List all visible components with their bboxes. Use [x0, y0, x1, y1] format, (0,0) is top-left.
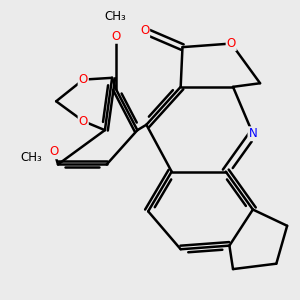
Text: O: O: [226, 37, 236, 50]
Text: O: O: [79, 115, 88, 128]
Text: CH₃: CH₃: [105, 10, 127, 23]
Text: O: O: [111, 30, 120, 43]
Text: N: N: [248, 127, 257, 140]
Text: O: O: [140, 24, 149, 38]
Text: O: O: [50, 145, 59, 158]
Text: CH₃: CH₃: [21, 151, 43, 164]
Text: O: O: [79, 73, 88, 86]
